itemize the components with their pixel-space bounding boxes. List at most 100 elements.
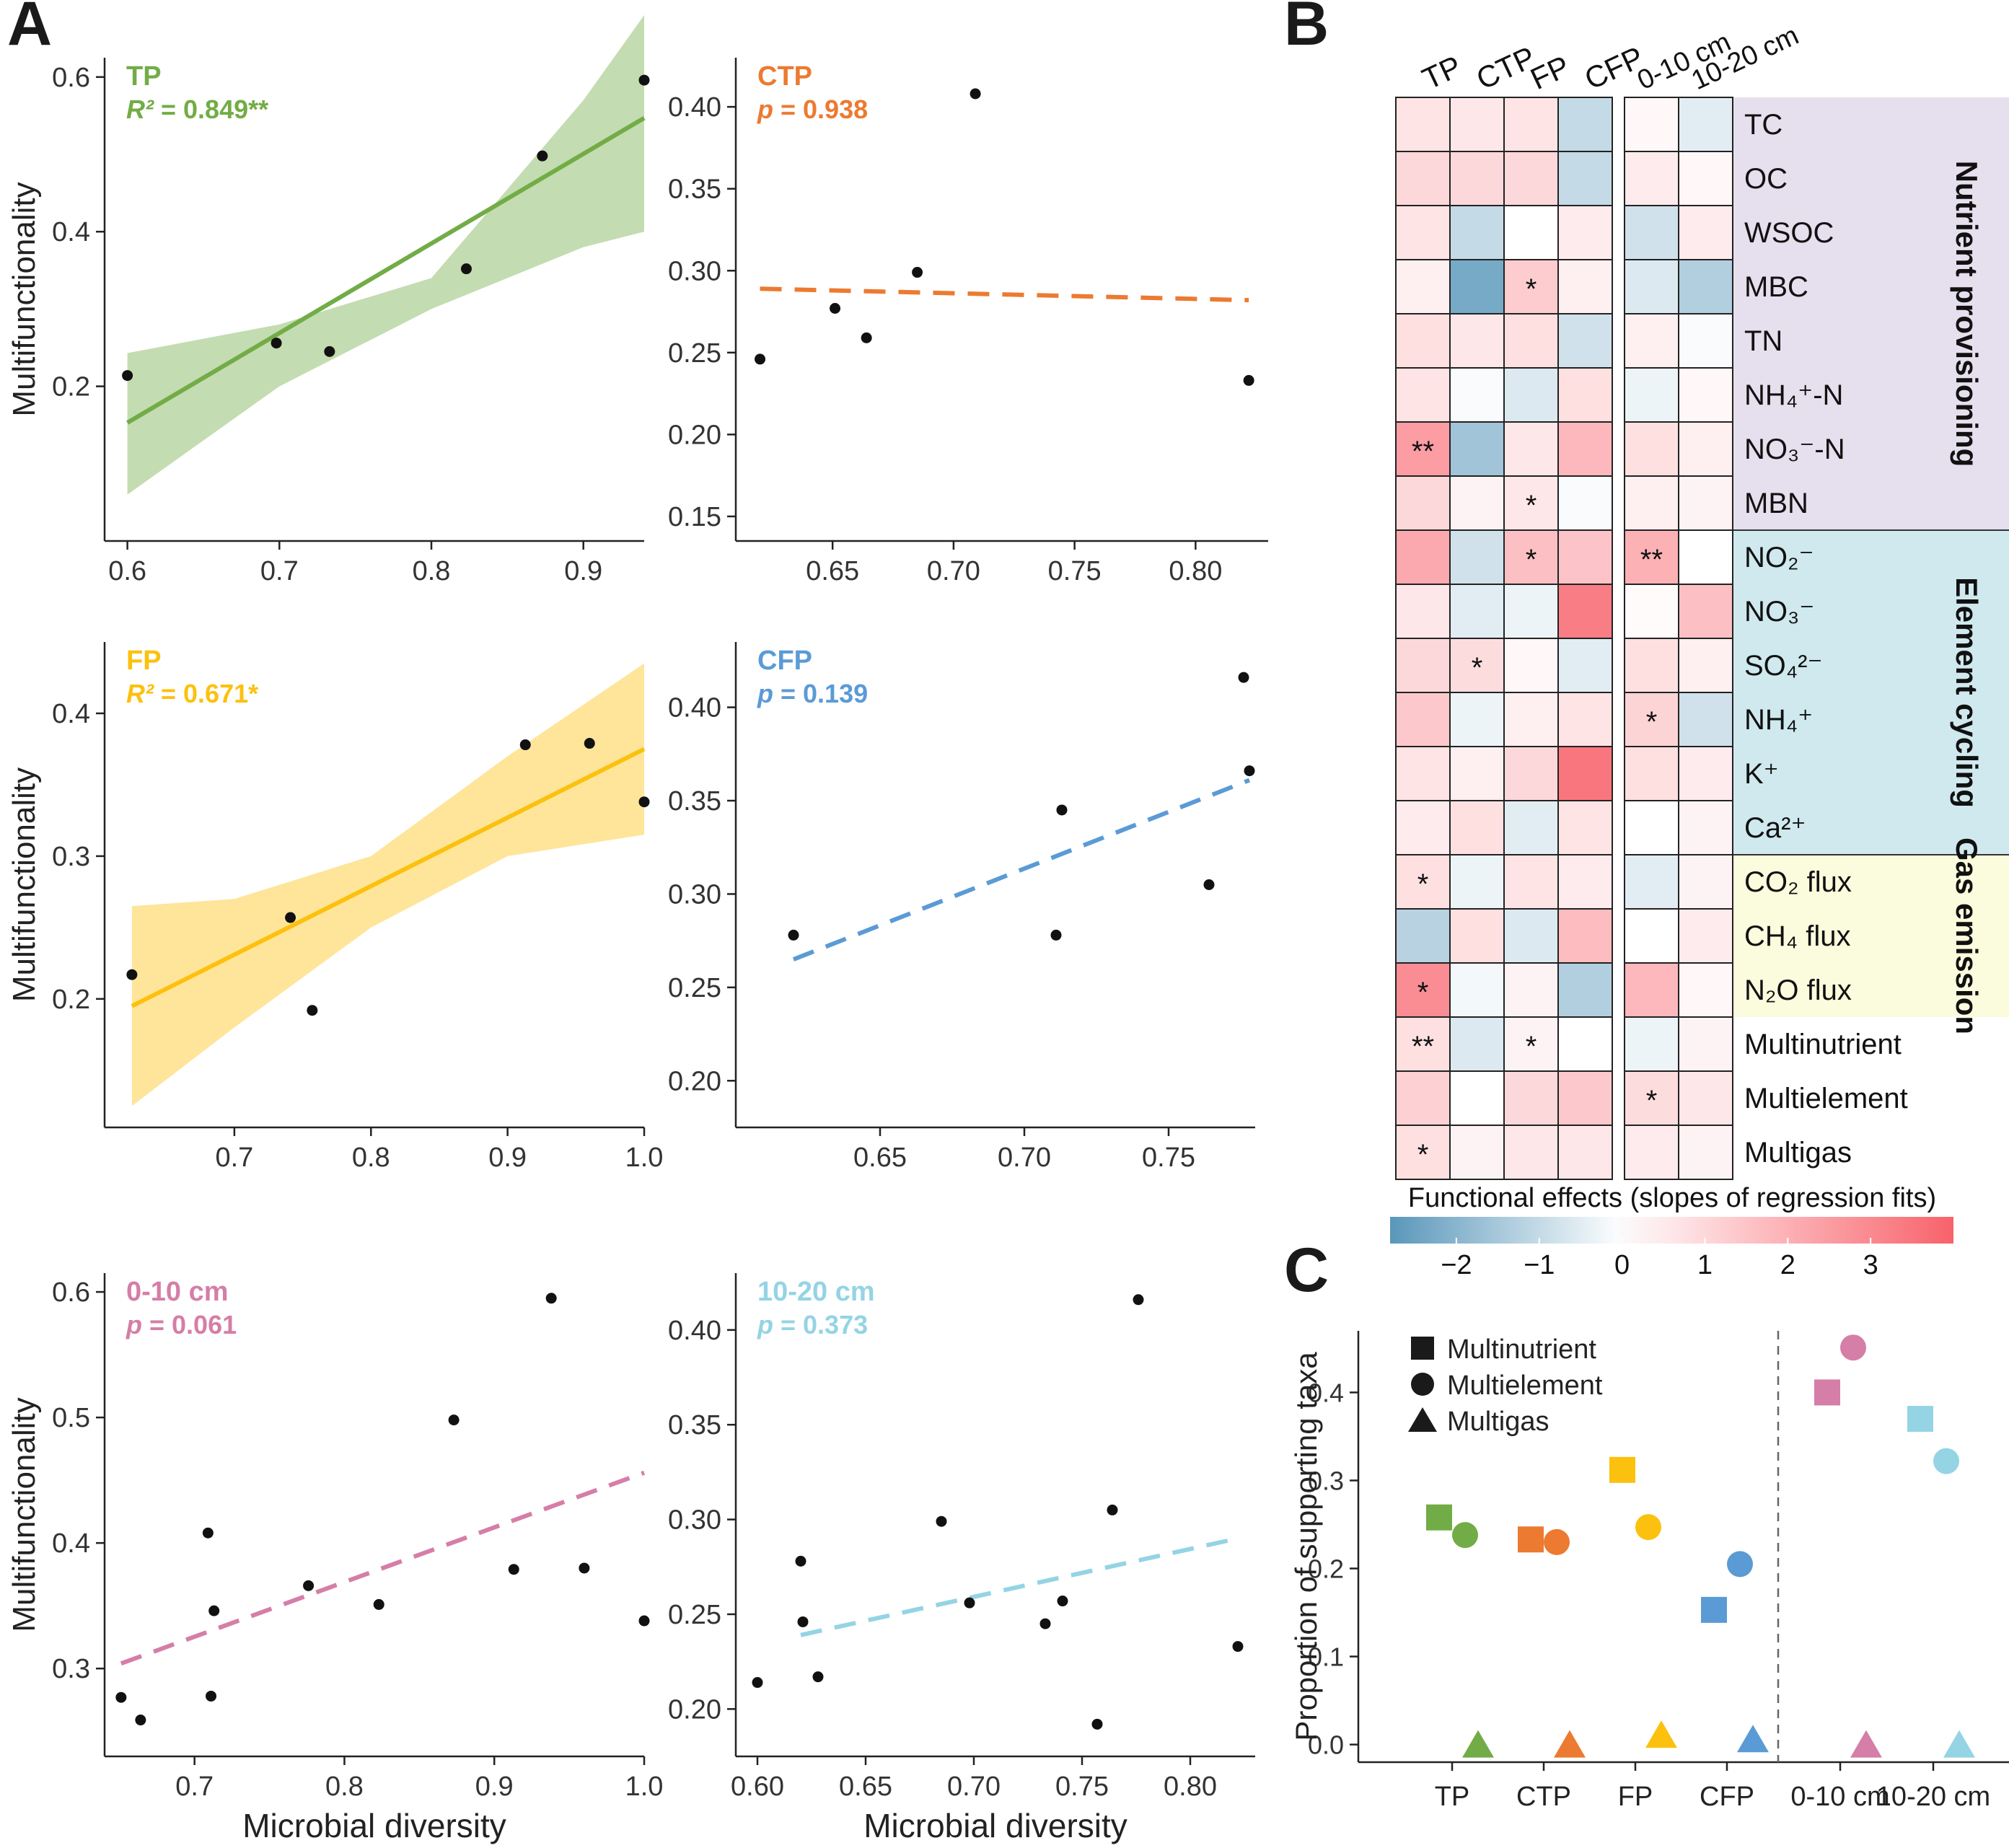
significance-star: * <box>1417 1139 1429 1171</box>
y-tick-label: 0.3 <box>52 1654 90 1684</box>
heatmap-cell <box>1503 800 1559 855</box>
data-point <box>206 1690 217 1702</box>
x-tick-label: 0.75 <box>1048 556 1102 586</box>
y-tick-label: 0.20 <box>668 1066 721 1096</box>
heatmap-cell <box>1624 638 1679 693</box>
group-label: Nutrient provisioning <box>1950 161 1984 467</box>
scatter-panel-6: 0.60 0.65 0.70 0.75 0.80 0.20 0.25 0.30 0.35 0.40… <box>668 1273 1255 1844</box>
group-label-text: Element cycling <box>1950 577 1984 808</box>
heatmap-cell <box>1678 475 1733 531</box>
y-axis-title: Proportion of supporting taxa <box>1289 1352 1323 1741</box>
x-tick-label: 0-10 cm <box>1790 1782 1889 1812</box>
confidence-band <box>127 15 645 495</box>
data-point <box>373 1598 384 1610</box>
x-tick-label: 0.9 <box>488 1143 527 1173</box>
heatmap-cell <box>1624 854 1679 910</box>
heatmap-cell <box>1395 367 1451 423</box>
data-point <box>1057 1596 1068 1607</box>
heatmap-cell <box>1557 854 1613 910</box>
y-tick-label: 0.6 <box>52 63 90 93</box>
data-point <box>861 332 872 343</box>
y-tick-label: 0.1 <box>1308 1642 1344 1672</box>
significance-star: * <box>1646 706 1658 738</box>
stat-symbol: p <box>757 679 773 708</box>
multinutrient-marker <box>1426 1504 1452 1531</box>
heatmap-cell <box>1395 97 1451 152</box>
heatmap-cell <box>1557 1016 1613 1072</box>
heatmap-cell <box>1557 313 1613 369</box>
significance-star: * <box>1472 652 1483 684</box>
heatmap-row-label: NO₃⁻ <box>1744 596 1814 628</box>
heatmap-cell <box>1624 205 1679 260</box>
heatmap-cell <box>1395 1125 1451 1180</box>
group-band <box>1733 97 2009 530</box>
legend-label: Multinutrient <box>1447 1334 1596 1365</box>
heatmap-row-label: SO₄²⁻ <box>1744 650 1823 682</box>
heatmap-cell <box>1449 367 1505 423</box>
heatmap-cell <box>1557 259 1613 314</box>
stat-symbol: p <box>757 94 773 124</box>
data-point <box>271 338 282 349</box>
heatmap-cell <box>1678 638 1733 693</box>
group-band <box>1733 855 2009 1017</box>
heatmap-cell <box>1678 205 1733 260</box>
group-label-text: Gas emission <box>1950 837 1984 1034</box>
heatmap-cell <box>1395 800 1451 855</box>
heatmap-cell <box>1678 1125 1733 1180</box>
data-point <box>1232 1641 1244 1653</box>
multigas-marker <box>1554 1730 1586 1758</box>
heatmap-cell <box>1624 746 1679 801</box>
x-tick-label: 0.70 <box>998 1143 1051 1173</box>
y-tick-label: 0.25 <box>668 973 721 1003</box>
data-point <box>1039 1618 1051 1629</box>
group-label: Element cycling <box>1950 577 1984 808</box>
heatmap-row-label: CO₂ flux <box>1744 866 1852 898</box>
colorbar-tick-label: −1 <box>1524 1250 1555 1280</box>
x-axis-title: Microbial diversity <box>242 1807 506 1844</box>
heatmap-cell <box>1449 259 1505 314</box>
y-tick-label: 0.2 <box>52 372 90 402</box>
heatmap-cell <box>1395 205 1451 260</box>
heatmap-cell <box>1557 151 1613 206</box>
regression-line <box>760 286 1249 303</box>
multielement-marker <box>1727 1551 1753 1578</box>
y-tick-label: 0.30 <box>668 879 721 910</box>
data-point <box>126 969 138 980</box>
heatmap-col-label: TP <box>1417 49 1467 96</box>
data-point <box>448 1414 460 1426</box>
y-tick-label: 0.4 <box>1308 1378 1344 1407</box>
significance-star: * <box>1417 868 1429 900</box>
heatmap-cell <box>1503 746 1559 801</box>
panel-stat: p = 0.061 <box>126 1310 237 1339</box>
data-point <box>202 1527 214 1539</box>
data-point <box>1203 879 1215 890</box>
colorbar-tick-label: 0 <box>1614 1250 1630 1280</box>
heatmap-cell <box>1678 367 1733 423</box>
data-point <box>1238 672 1249 683</box>
multielement-marker <box>1452 1522 1478 1549</box>
heatmap-cell <box>1395 908 1451 964</box>
data-point <box>970 88 981 100</box>
significance-star: * <box>1646 1085 1658 1117</box>
heatmap-cell <box>1678 854 1733 910</box>
heatmap-cell <box>1449 962 1505 1018</box>
x-tick-label: 0.65 <box>853 1143 907 1173</box>
x-tick-label: 0.70 <box>927 556 980 586</box>
multigas-marker <box>1850 1730 1882 1758</box>
multigas-marker <box>1943 1730 1975 1758</box>
stat-symbol: p <box>126 1310 142 1339</box>
data-point <box>122 370 133 382</box>
heatmap-cell <box>1503 962 1559 1018</box>
heatmap-cell <box>1557 962 1613 1018</box>
heatmap-cell <box>1449 529 1505 585</box>
data-point <box>1107 1504 1118 1515</box>
data-point <box>545 1293 557 1304</box>
panel-title: CTP <box>757 61 812 92</box>
panel-title: 0-10 cm <box>126 1277 229 1307</box>
heatmap-cell <box>1678 259 1733 314</box>
heatmap-cell <box>1503 584 1559 639</box>
heatmap-cell <box>1395 475 1451 531</box>
panel-title: TP <box>126 61 162 92</box>
